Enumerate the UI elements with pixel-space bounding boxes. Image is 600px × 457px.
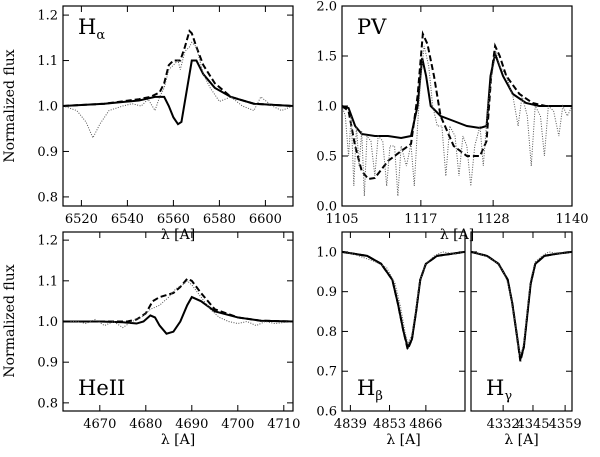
halpha-panel-title: Hα (78, 15, 105, 43)
hgamma-series-dotted (471, 251, 572, 356)
pv-y-tick-label: 1.5 (316, 50, 337, 65)
hbeta-panel-title-sub: β (375, 389, 383, 404)
hbeta-x-tick-label: 4853 (373, 417, 406, 432)
heii-y-axis-label: Normalized flux (2, 264, 18, 377)
pv-series-dashed (342, 30, 572, 181)
hbeta-plot-frame (341, 231, 466, 412)
pv-series-dotted (342, 45, 572, 197)
pv-y-tick-label: 0.5 (316, 150, 337, 165)
hbeta-panel-title: Hβ (357, 376, 383, 404)
heii-y-tick-label: 1.0 (37, 315, 58, 330)
pv-x-axis-label: λ [A] (440, 227, 474, 243)
heii-panel-title-main: HeII (78, 376, 125, 400)
pv-y-tick-label: 0.0 (316, 200, 337, 215)
hgamma-panel-title: Hγ (486, 376, 512, 404)
hbeta-x-tick-label: 4866 (409, 417, 442, 432)
hbeta-x-axis-label: λ [A] (386, 432, 420, 448)
pv-series-solid (342, 50, 572, 140)
hbeta-y-tick-label: 0.7 (316, 365, 337, 380)
halpha-series-dashed (63, 29, 293, 107)
heii-x-tick-label: 4690 (175, 417, 208, 432)
hbeta-series-solid (342, 250, 465, 351)
hbeta-y-tick-label: 0.8 (316, 325, 337, 340)
hgamma-panel-title-sub: γ (504, 389, 512, 404)
halpha-x-tick-label: 6520 (65, 212, 98, 227)
hbeta-y-tick-label: 0.9 (316, 285, 337, 300)
halpha-series-dotted (63, 41, 293, 139)
heii-x-tick-label: 4670 (83, 417, 116, 432)
hbeta-y-tick-label: 1.0 (316, 245, 337, 260)
heii-series-dotted (63, 280, 293, 329)
halpha-x-tick-label: 6560 (157, 212, 190, 227)
hbeta-series-dashed (342, 250, 465, 353)
heii-x-tick-label: 4710 (267, 417, 300, 432)
panel-hbeta: 4839 4853 4866 0.6 0.7 0.8 0.9 1.0 λ [A] Hβ (316, 231, 466, 448)
heii-y-tick-label: 0.8 (37, 396, 58, 411)
panel-pv: 1105 1117 1128 1140 0.0 0.5 1.0 1.5 2.0 λ [A] PV (316, 0, 588, 243)
pv-y-tick-label: 2.0 (316, 0, 337, 15)
halpha-series-solid (63, 59, 293, 126)
halpha-panel-title-sub: α (96, 28, 105, 43)
heii-x-axis-label: λ [A] (161, 432, 195, 448)
heii-y-tick-label: 0.9 (37, 356, 58, 371)
halpha-x-tick-label: 6600 (249, 212, 282, 227)
heii-panel-title: HeII (78, 376, 125, 400)
pv-x-tick-label: 1105 (325, 212, 358, 227)
halpha-x-tick-label: 6580 (203, 212, 236, 227)
heii-series-solid (63, 295, 293, 335)
hgamma-x-tick-label: 4345 (516, 417, 549, 432)
heii-series-dashed (63, 277, 293, 323)
hgamma-series-dashed (471, 250, 572, 362)
halpha-y-tick-label: 1.1 (37, 54, 58, 69)
panel-halpha: 6520 6540 6560 6580 6600 0.8 0.9 1.0 1.1 1.2 λ [A]… (2, 5, 294, 243)
pv-x-tick-label: 1128 (477, 212, 510, 227)
hbeta-x-tick-label: 4839 (334, 417, 367, 432)
halpha-y-axis-label: Normalized flux (2, 49, 18, 162)
hgamma-x-axis-label: λ [A] (504, 432, 538, 448)
hgamma-plot-frame (470, 231, 573, 412)
panel-heii: 4670 4680 4690 4700 4710 0.8 0.9 1.0 1.1 1.2 λ [A]… (2, 231, 300, 448)
heii-x-tick-label: 4700 (221, 417, 254, 432)
heii-x-tick-label: 4680 (129, 417, 162, 432)
hgamma-x-tick-label: 4359 (549, 417, 582, 432)
halpha-y-tick-label: 0.8 (37, 190, 58, 205)
halpha-x-tick-label: 6540 (111, 212, 144, 227)
halpha-y-tick-label: 1.2 (37, 9, 58, 24)
pv-panel-title: PV (357, 15, 387, 39)
halpha-panel-title-main: H (78, 15, 96, 39)
heii-y-tick-label: 1.1 (37, 274, 58, 289)
hbeta-y-tick-label: 0.6 (316, 405, 337, 420)
hgamma-x-tick-label: 4332 (487, 417, 520, 432)
hgamma-panel-title-main: H (486, 376, 504, 400)
pv-x-tick-label: 1117 (404, 212, 437, 227)
heii-y-tick-label: 1.2 (37, 234, 58, 249)
halpha-y-tick-label: 0.9 (37, 145, 58, 160)
hgamma-series-solid (471, 250, 572, 360)
halpha-x-axis-label: λ [A] (161, 227, 195, 243)
pv-y-tick-label: 1.0 (316, 100, 337, 115)
halpha-y-tick-label: 1.0 (37, 100, 58, 115)
hbeta-panel-title-main: H (357, 376, 375, 400)
pv-panel-title-main: PV (357, 15, 387, 39)
pv-x-tick-label: 1140 (555, 212, 588, 227)
